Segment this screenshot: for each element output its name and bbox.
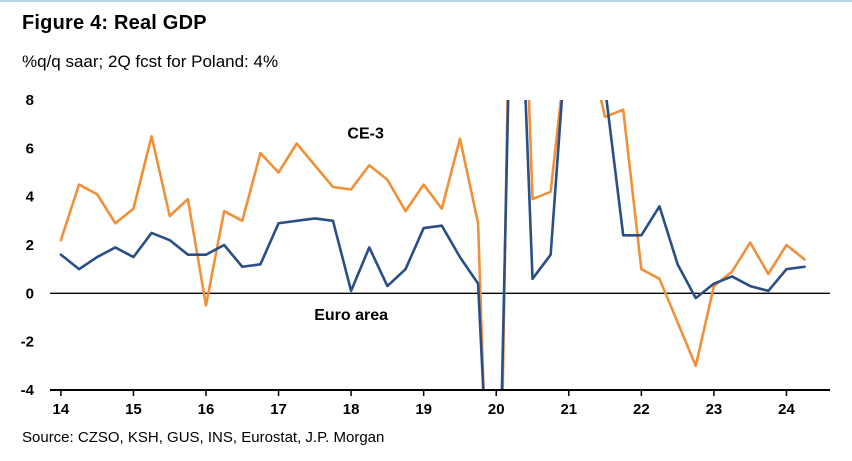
x-tick-label: 16 [198,401,215,418]
x-tick-label: 22 [633,401,650,418]
series-label-euro-area: Euro area [314,307,388,324]
plot-area [59,100,806,390]
y-tick-label: -2 [21,334,34,351]
x-tick-label: 14 [53,401,70,418]
window-edge [0,0,852,2]
x-tick-label: 18 [343,401,360,418]
series-label-ce-3: CE-3 [347,126,384,143]
x-tick-label: 24 [778,401,795,418]
y-tick-label: -4 [21,382,35,399]
x-tick-label: 20 [488,401,505,418]
x-tick-label: 15 [125,401,142,418]
x-tick-label: 21 [560,401,577,418]
series-line-euro-area [59,100,806,390]
series-line-ce-3 [59,100,806,390]
y-tick-label: 2 [26,237,34,254]
source-note: Source: CZSO, KSH, GUS, INS, Eurostat, J… [22,429,385,446]
y-tick-label: 8 [26,92,34,109]
x-tick-label: 23 [706,401,723,418]
gdp-line-chart: 14 15 16 17 18 19 20 21 22 23 24-4-202468CE-3Euro … [21,92,830,418]
x-tick-label: 17 [270,401,287,418]
chart-subtitle: %q/q saar; 2Q fcst for Poland: 4% [22,52,279,71]
y-tick-label: 0 [26,285,34,302]
y-tick-label: 6 [26,140,34,157]
x-tick-label: 19 [415,401,432,418]
y-tick-label: 4 [26,189,35,206]
chart-title: Figure 4: Real GDP [22,12,207,34]
